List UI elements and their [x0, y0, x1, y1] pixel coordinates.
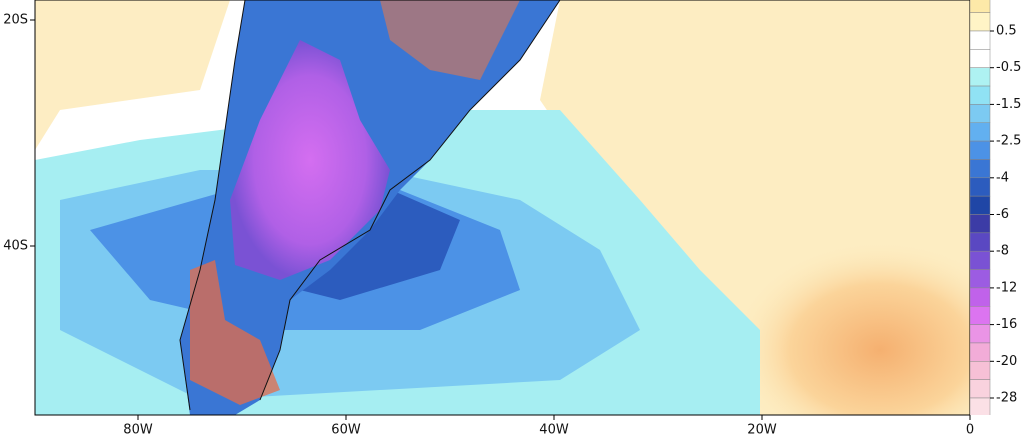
- lat-tick-label: 40S: [3, 239, 28, 254]
- colorbar-label: -6: [996, 207, 1009, 222]
- colorbar-swatch: [970, 85, 991, 105]
- lat-tick-label: 20S: [3, 13, 28, 28]
- cold-core: [230, 40, 390, 280]
- colorbar-swatch: [970, 287, 991, 307]
- colorbar-swatch: [970, 379, 991, 399]
- colorbar-swatch: [970, 159, 991, 179]
- colorbar-swatch: [970, 49, 991, 68]
- colorbar-label: 0.5: [996, 24, 1017, 39]
- colorbar-swatch: [970, 361, 991, 380]
- colorbar-label: -8: [996, 244, 1009, 259]
- warm-patch: [190, 260, 280, 405]
- colorbar-swatch: [970, 250, 991, 270]
- colorbar-swatch: [970, 122, 991, 142]
- warm-core: [730, 240, 970, 415]
- colorbar-swatch: [970, 195, 991, 215]
- colorbar-swatch: [970, 342, 991, 362]
- colorbar-swatch: [970, 12, 991, 32]
- colorbar: [970, 0, 991, 415]
- colorbar-label: -12: [996, 280, 1017, 295]
- lon-tick-label: 20W: [747, 423, 777, 437]
- colorbar-swatch: [970, 214, 991, 234]
- colorbar-swatch: [970, 0, 991, 13]
- colorbar-swatch: [970, 30, 991, 50]
- lon-tick-label: 0: [966, 423, 974, 437]
- coastline: [179, 0, 561, 411]
- colorbar-label: -1.5: [996, 97, 1021, 112]
- colorbar-swatch: [970, 67, 991, 87]
- lon-tick-label: 80W: [123, 423, 153, 437]
- lon-tick-label: 60W: [331, 423, 361, 437]
- colorbar-swatch: [970, 232, 991, 252]
- colorbar-label: -16: [996, 317, 1017, 332]
- colorbar-swatch: [970, 269, 991, 289]
- warm-region: [35, 0, 230, 150]
- colorbar-swatch: [970, 397, 991, 415]
- colorbar-label: -4: [996, 170, 1009, 185]
- colorbar-swatch: [970, 177, 991, 197]
- colorbar-swatch: [970, 324, 991, 344]
- labels: 80W 60W 40W 20W 0 20S 40S 0.5 -0.5 -1.5 -2.5 -4 -6 -8…: [3, 13, 1021, 438]
- colorbar-label: -20: [996, 354, 1017, 369]
- colorbar-label: -2.5: [996, 134, 1021, 149]
- colorbar-swatch: [970, 140, 991, 160]
- lon-tick-label: 40W: [539, 423, 569, 437]
- map-field: [35, 0, 970, 415]
- colorbar-swatch: [970, 306, 991, 325]
- colorbar-label: -0.5: [996, 60, 1021, 75]
- colorbar-label: -28: [996, 391, 1017, 406]
- colorbar-swatch: [970, 104, 991, 124]
- warm-patch: [380, 0, 520, 80]
